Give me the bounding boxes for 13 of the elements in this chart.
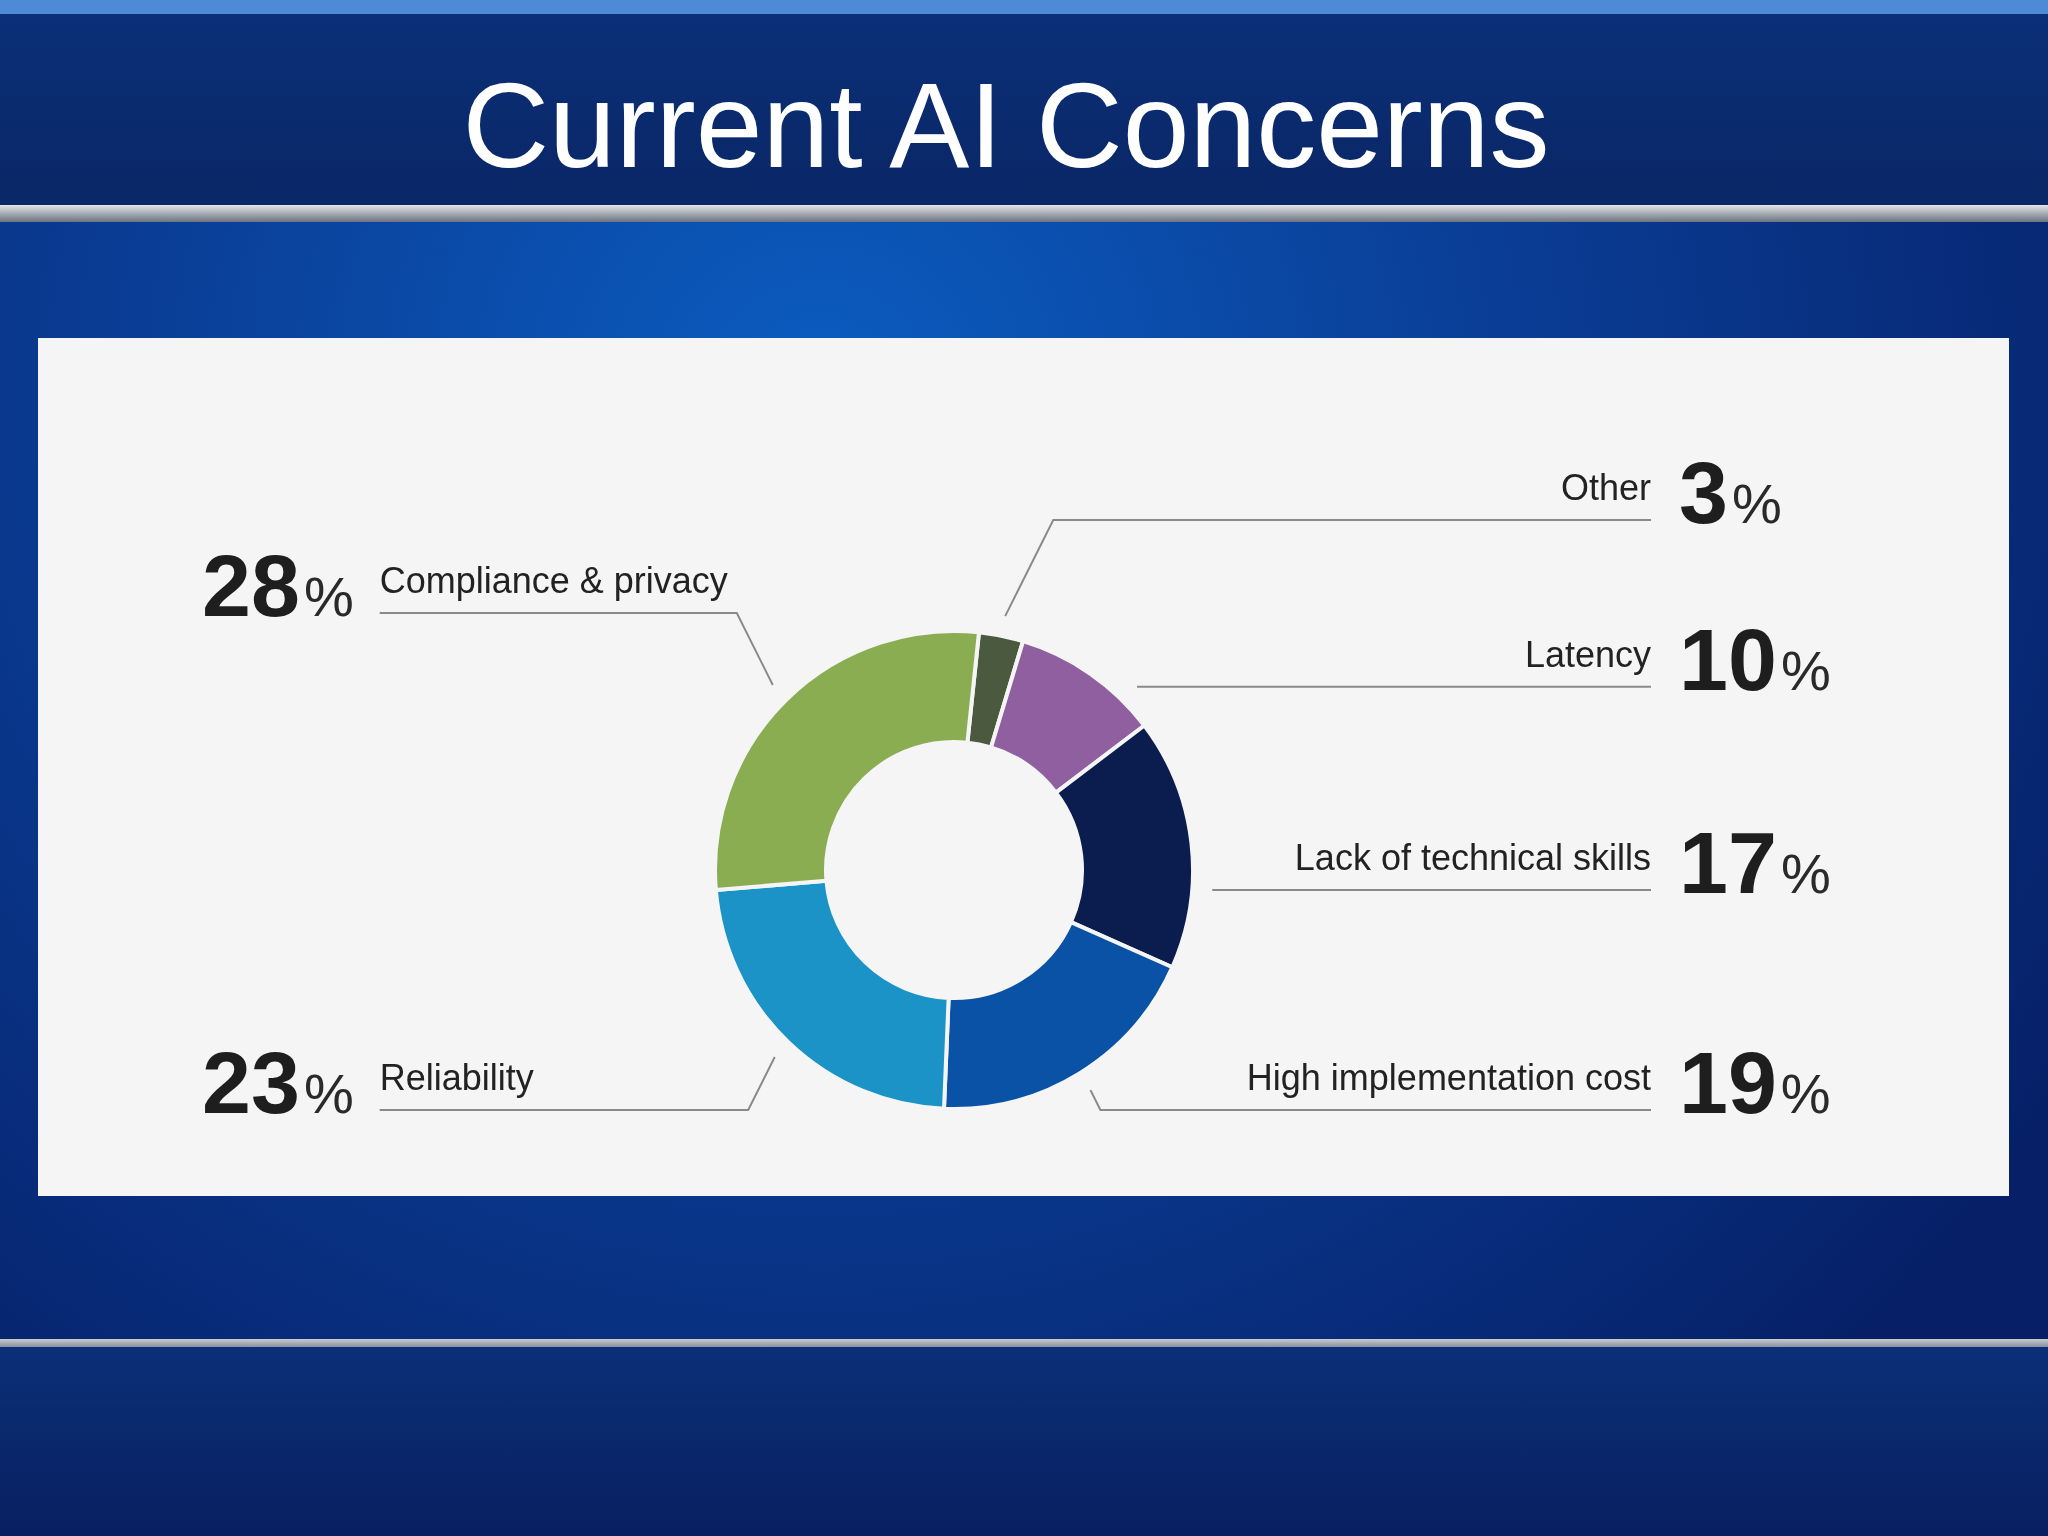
data-label: 17% [1679,813,1831,913]
data-label: 10% [1679,609,1831,709]
chart-title: Current AI Concerns [462,58,1550,192]
slice-label: High implementation cost [1246,1057,1652,1098]
data-label: 3% [1679,443,1782,542]
slice-label: Lack of technical skills [1294,837,1652,879]
data-label: 23% [202,1033,354,1132]
slice-label: Compliance & privacy [379,560,728,601]
slice-label: Reliability [379,1057,534,1098]
slice-label: Latency [1524,633,1652,675]
data-label: 19% [1679,1033,1831,1132]
data-label: 28% [202,536,354,635]
slice-label: Other [1560,467,1652,508]
